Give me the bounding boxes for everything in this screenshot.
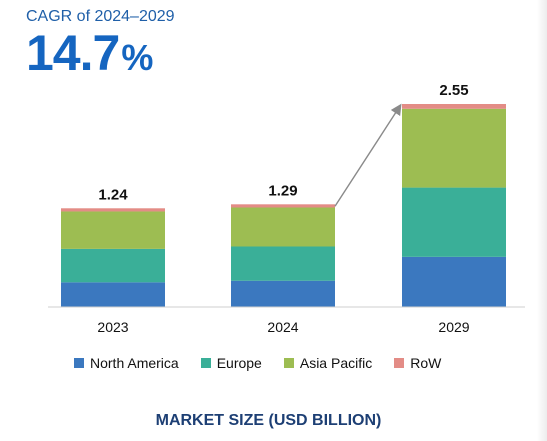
legend-swatch-north-america bbox=[74, 358, 84, 368]
card-edge-shadow bbox=[537, 0, 547, 441]
bar-segment-europe-2029 bbox=[402, 187, 506, 257]
stacked-bar-chart: 1.24 2023 1.29 2024 2.55 2029 bbox=[48, 82, 525, 335]
legend-swatch-asia-pacific bbox=[283, 358, 294, 368]
legend-swatch-row bbox=[394, 358, 405, 368]
legend-item-row: RoW bbox=[394, 355, 441, 371]
cagr-number: 14.7 bbox=[26, 25, 120, 81]
growth-arrow bbox=[334, 103, 402, 207]
legend-label-europe: Europe bbox=[216, 355, 262, 371]
bar-segment-europe-2024 bbox=[231, 246, 335, 281]
legend-item-asia-pacific: Asia Pacific bbox=[283, 355, 373, 371]
legend-item-north-america: North America bbox=[74, 355, 179, 371]
bar-segment-north-america-2023 bbox=[61, 282, 165, 307]
x-tick-label-2029: 2029 bbox=[438, 319, 469, 335]
cagr-unit: % bbox=[121, 37, 153, 78]
x-tick-label-2024: 2024 bbox=[267, 319, 298, 335]
cagr-label: CAGR of 2024–2029 bbox=[26, 8, 175, 25]
bar-segment-row-2023 bbox=[61, 208, 165, 212]
legend-label-asia-pacific: Asia Pacific bbox=[299, 355, 373, 371]
bar-total-label-2024: 1.29 bbox=[268, 182, 297, 199]
bar-segment-asia-pacific-2029 bbox=[402, 108, 506, 188]
bar-segment-north-america-2029 bbox=[402, 256, 506, 307]
legend-label-row: RoW bbox=[410, 355, 442, 371]
bar-total-label-2023: 1.24 bbox=[98, 186, 128, 203]
bar-segment-asia-pacific-2024 bbox=[231, 207, 335, 247]
legend-label-north-america: North America bbox=[90, 355, 179, 371]
cagr-value: 14.7% bbox=[26, 25, 153, 81]
bar-total-label-2029: 2.55 bbox=[439, 82, 468, 99]
bar-segment-row-2024 bbox=[231, 204, 335, 208]
legend-item-europe: Europe bbox=[200, 355, 262, 371]
legend-swatch-europe bbox=[200, 358, 211, 368]
legend: North America Europe Asia Pacific RoW bbox=[74, 355, 441, 371]
bar-segment-europe-2023 bbox=[61, 248, 165, 283]
x-tick-label-2023: 2023 bbox=[97, 319, 128, 335]
bar-segment-asia-pacific-2023 bbox=[61, 211, 165, 249]
bars-group: 1.24 2023 1.29 2024 2.55 2029 bbox=[61, 82, 506, 335]
bar-segment-north-america-2024 bbox=[231, 280, 335, 307]
bar-segment-row-2029 bbox=[402, 104, 506, 109]
chart-footer-title: MARKET SIZE (USD BILLION) bbox=[155, 412, 382, 429]
